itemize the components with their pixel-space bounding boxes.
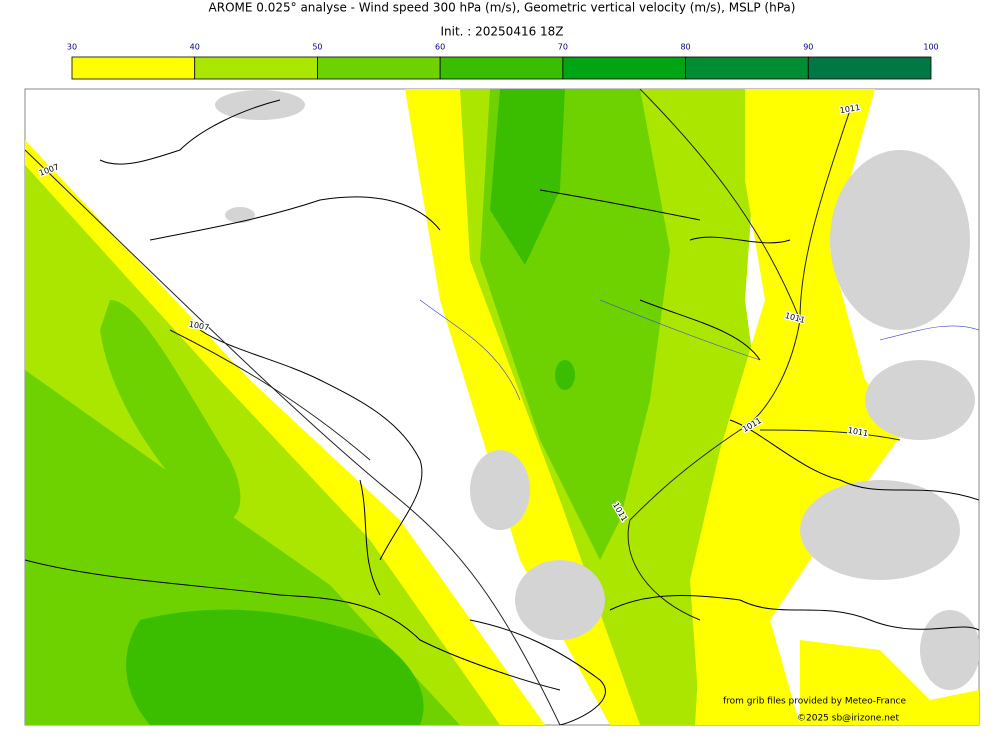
colorbar-tick-label: 60 (435, 43, 445, 52)
colorbar-segment (194, 56, 318, 80)
colorbar-tick-label: 100 (923, 43, 938, 52)
colorbar-tick-label: 50 (312, 43, 322, 52)
colorbar: 30 40 50 60 70 80 90 100 (67, 43, 939, 80)
field (100, 300, 241, 522)
colorbar-segment (71, 56, 196, 80)
colorbar-tick-label: 70 (558, 43, 568, 52)
velocity-patches (215, 90, 979, 690)
field (555, 360, 575, 390)
colorbar-tick-label: 30 (67, 43, 77, 52)
title: AROME 0.025° analyse - Wind speed 300 hP… (209, 1, 796, 15)
colorbar-tick-label: 40 (190, 43, 200, 52)
colorbar-segment (317, 56, 441, 80)
field (800, 640, 979, 725)
isobar (25, 149, 561, 725)
credit: ©2025 sb@irizone.net (797, 714, 899, 724)
colorbar-tick-label: 80 (680, 43, 690, 52)
map-fields (25, 89, 979, 725)
colorbar-segment (685, 56, 809, 80)
field (490, 89, 565, 265)
coastline (25, 99, 979, 725)
subtitle: Init. : 20250416 18Z (440, 25, 563, 39)
isobar (627, 89, 901, 621)
colorbar-segment (562, 56, 686, 80)
isobar (169, 329, 371, 461)
colorbar-segment (807, 56, 932, 80)
credit: from grib files provided by Meteo-France (723, 697, 906, 707)
river (419, 299, 979, 401)
colorbar-tick-label: 90 (803, 43, 813, 52)
field (126, 609, 424, 725)
colorbar-segment (439, 56, 564, 80)
field (690, 89, 905, 725)
